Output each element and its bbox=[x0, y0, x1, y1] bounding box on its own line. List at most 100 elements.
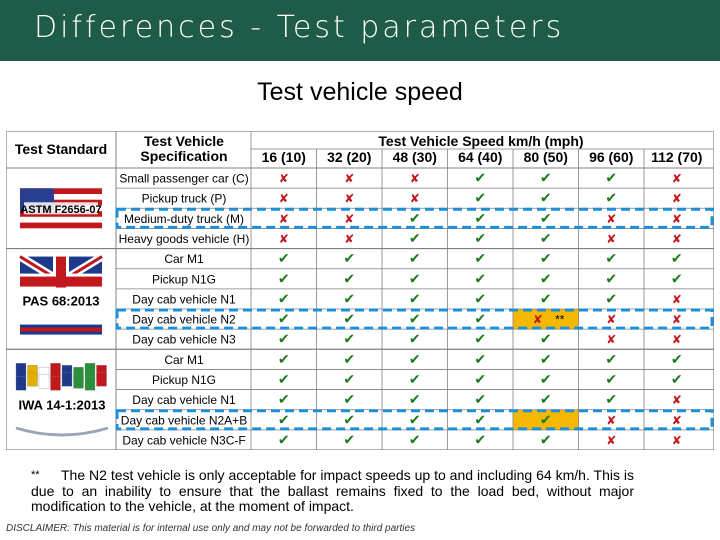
check-icon: ✔ bbox=[671, 351, 683, 367]
check-icon: ✔ bbox=[409, 311, 421, 327]
spec-label: Day cab vehicle N2A+B bbox=[121, 413, 247, 427]
cross-icon: ✘ bbox=[344, 232, 354, 246]
header-speed: Test Vehicle Speed km/h (mph) bbox=[378, 133, 583, 149]
cross-icon: ✘ bbox=[410, 192, 420, 206]
cross-icon: ✘ bbox=[606, 433, 616, 447]
cross-icon: ✘ bbox=[279, 192, 289, 206]
check-icon: ✔ bbox=[540, 210, 552, 226]
spec-label: Pickup truck (P) bbox=[142, 192, 227, 206]
cross-icon: ✘ bbox=[344, 212, 354, 226]
cross-icon: ✘ bbox=[533, 313, 543, 327]
cross-icon: ✘ bbox=[672, 292, 682, 306]
dashed-highlight bbox=[115, 409, 714, 431]
cross-icon: ✘ bbox=[672, 433, 682, 447]
check-icon: ✔ bbox=[278, 351, 290, 367]
check-icon: ✔ bbox=[474, 331, 486, 347]
check-icon: ✔ bbox=[474, 270, 486, 286]
spec-label: Heavy goods vehicle (H) bbox=[119, 232, 250, 246]
check-icon: ✔ bbox=[409, 351, 421, 367]
check-icon: ✔ bbox=[278, 411, 290, 427]
check-icon: ✔ bbox=[474, 311, 486, 327]
check-icon: ✔ bbox=[474, 351, 486, 367]
spec-label: Day cab vehicle N2 bbox=[132, 313, 236, 327]
check-icon: ✔ bbox=[409, 210, 421, 226]
cross-icon: ✘ bbox=[279, 232, 289, 246]
table-frame bbox=[6, 131, 714, 450]
spec-label: Day cab vehicle N1 bbox=[132, 292, 236, 306]
cross-icon: ✘ bbox=[672, 172, 682, 186]
check-icon: ✔ bbox=[278, 431, 290, 447]
header-spec-line1: Test Vehicle bbox=[144, 133, 224, 149]
standard-label: PAS 68:2013 bbox=[22, 294, 99, 309]
cross-icon: ✘ bbox=[344, 192, 354, 206]
check-icon: ✔ bbox=[605, 250, 617, 266]
cross-icon: ✘ bbox=[672, 393, 682, 407]
footnote-mark: ** bbox=[31, 469, 40, 481]
check-icon: ✔ bbox=[278, 311, 290, 327]
header-speed-1: 32 (20) bbox=[327, 149, 371, 165]
check-icon: ✔ bbox=[474, 391, 486, 407]
check-icon: ✔ bbox=[343, 391, 355, 407]
check-icon: ✔ bbox=[343, 270, 355, 286]
cross-icon: ✘ bbox=[672, 212, 682, 226]
cross-icon: ✘ bbox=[672, 333, 682, 347]
speed-comparison-table: Test Standard Test Vehicle Specification Te… bbox=[6, 131, 714, 450]
check-icon: ✔ bbox=[540, 270, 552, 286]
usa-flag-icon bbox=[20, 188, 102, 229]
check-icon: ✔ bbox=[278, 391, 290, 407]
cross-icon: ✘ bbox=[606, 413, 616, 427]
check-icon: ✔ bbox=[409, 270, 421, 286]
standard-label: IWA 14-1:2013 bbox=[19, 398, 106, 413]
check-icon: ✔ bbox=[474, 411, 486, 427]
footnote-mark-cell: ** bbox=[555, 313, 565, 327]
cross-icon: ✘ bbox=[672, 413, 682, 427]
check-icon: ✔ bbox=[278, 250, 290, 266]
header-speed-3: 64 (40) bbox=[458, 149, 502, 165]
uk-flag-icon bbox=[17, 253, 105, 335]
check-icon: ✔ bbox=[474, 210, 486, 226]
check-icon: ✔ bbox=[343, 351, 355, 367]
cross-icon: ✘ bbox=[279, 212, 289, 226]
spec-label: Car M1 bbox=[164, 252, 204, 266]
check-icon: ✔ bbox=[540, 290, 552, 306]
check-icon: ✔ bbox=[540, 170, 552, 186]
check-icon: ✔ bbox=[671, 270, 683, 286]
check-icon: ✔ bbox=[671, 371, 683, 387]
spec-label: Day cab vehicle N1 bbox=[132, 393, 236, 407]
check-icon: ✔ bbox=[343, 290, 355, 306]
check-icon: ✔ bbox=[343, 311, 355, 327]
spec-label: Day cab vehicle N3 bbox=[132, 333, 236, 347]
check-icon: ✔ bbox=[474, 190, 486, 206]
check-icon: ✔ bbox=[409, 290, 421, 306]
highlight-cell bbox=[513, 409, 579, 430]
header-speed-4: 80 (50) bbox=[524, 149, 568, 165]
cross-icon: ✘ bbox=[279, 172, 289, 186]
check-icon: ✔ bbox=[605, 371, 617, 387]
check-icon: ✔ bbox=[605, 190, 617, 206]
check-icon: ✔ bbox=[540, 190, 552, 206]
header-speed-0: 16 (10) bbox=[262, 149, 306, 165]
check-icon: ✔ bbox=[605, 270, 617, 286]
check-icon: ✔ bbox=[343, 331, 355, 347]
cross-icon: ✘ bbox=[606, 333, 616, 347]
world-flags-icon bbox=[15, 363, 109, 437]
check-icon: ✔ bbox=[605, 290, 617, 306]
check-icon: ✔ bbox=[278, 371, 290, 387]
check-icon: ✔ bbox=[474, 230, 486, 246]
check-icon: ✔ bbox=[605, 351, 617, 367]
check-icon: ✔ bbox=[409, 371, 421, 387]
header-speed-6: 112 (70) bbox=[651, 149, 702, 165]
spec-label: Medium-duty truck (M) bbox=[124, 212, 244, 226]
header-speed-5: 96 (60) bbox=[589, 149, 633, 165]
cross-icon: ✘ bbox=[606, 232, 616, 246]
spec-label: Pickup N1G bbox=[152, 272, 216, 286]
check-icon: ✔ bbox=[409, 230, 421, 246]
header-bar: Differences - Test parameters bbox=[0, 0, 720, 61]
check-icon: ✔ bbox=[474, 250, 486, 266]
cross-icon: ✘ bbox=[344, 172, 354, 186]
header-spec-line2: Specification bbox=[140, 148, 227, 164]
cross-icon: ✘ bbox=[410, 172, 420, 186]
spec-label: Pickup N1G bbox=[152, 373, 216, 387]
check-icon: ✔ bbox=[474, 170, 486, 186]
